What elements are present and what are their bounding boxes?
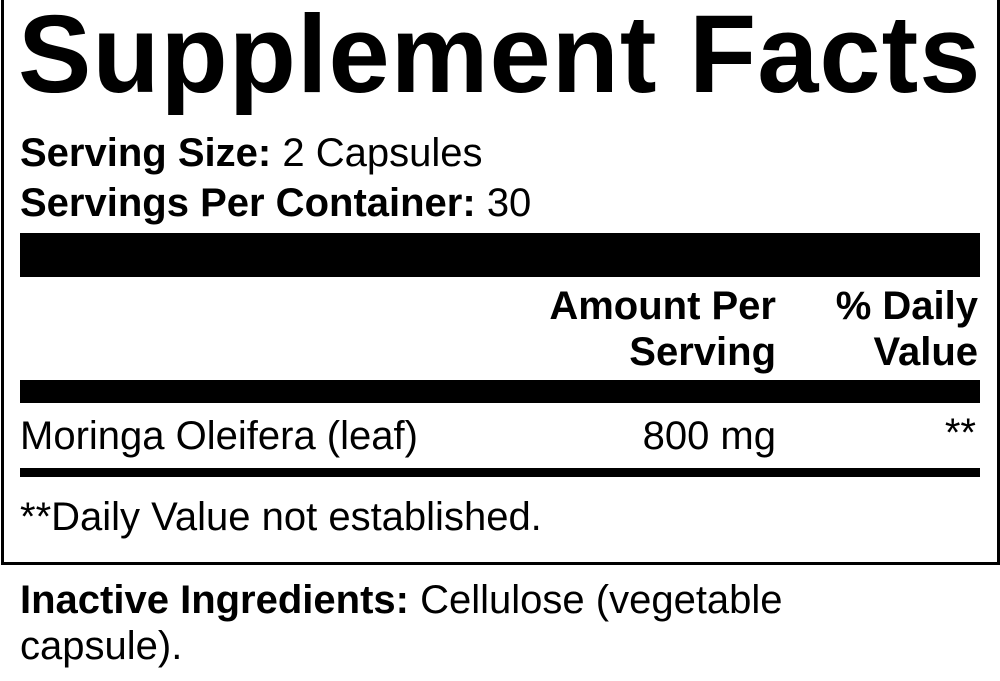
serving-size: Serving Size: 2 Capsules xyxy=(20,130,482,176)
servings-per-container: Servings Per Container: 30 xyxy=(20,180,531,226)
footnote: **Daily Value not established. xyxy=(20,495,542,539)
panel-title: Supplement Facts xyxy=(18,0,982,116)
inactive-label: Inactive Ingredients: xyxy=(20,578,409,622)
amount-header: Amount Per Serving xyxy=(549,283,776,375)
servings-per-container-value: 30 xyxy=(486,181,532,225)
thick-divider xyxy=(20,233,980,277)
inactive-value-line2: capsule). xyxy=(20,624,183,668)
thin-divider xyxy=(20,468,980,477)
inactive-value-line1: Cellulose (vegetable xyxy=(420,578,783,622)
amount-header-line2: Serving xyxy=(629,330,776,374)
dv-header-line2: Value xyxy=(873,330,978,374)
serving-size-label: Serving Size: xyxy=(20,131,272,175)
ingredient-dv: ** xyxy=(944,411,976,455)
amount-header-line1: Amount Per xyxy=(549,284,776,328)
medium-divider xyxy=(20,380,980,403)
inactive-ingredients: Inactive Ingredients: Cellulose (vegetab… xyxy=(20,577,783,623)
supplement-facts-panel xyxy=(1,0,1000,565)
dv-header-line1: % Daily xyxy=(835,284,978,328)
ingredient-amount: 800 mg xyxy=(642,414,776,458)
serving-size-value: 2 Capsules xyxy=(282,131,483,175)
ingredient-name: Moringa Oleifera (leaf) xyxy=(20,414,418,458)
servings-per-container-label: Servings Per Container: xyxy=(20,181,476,225)
daily-value-header: % Daily Value xyxy=(836,283,978,375)
